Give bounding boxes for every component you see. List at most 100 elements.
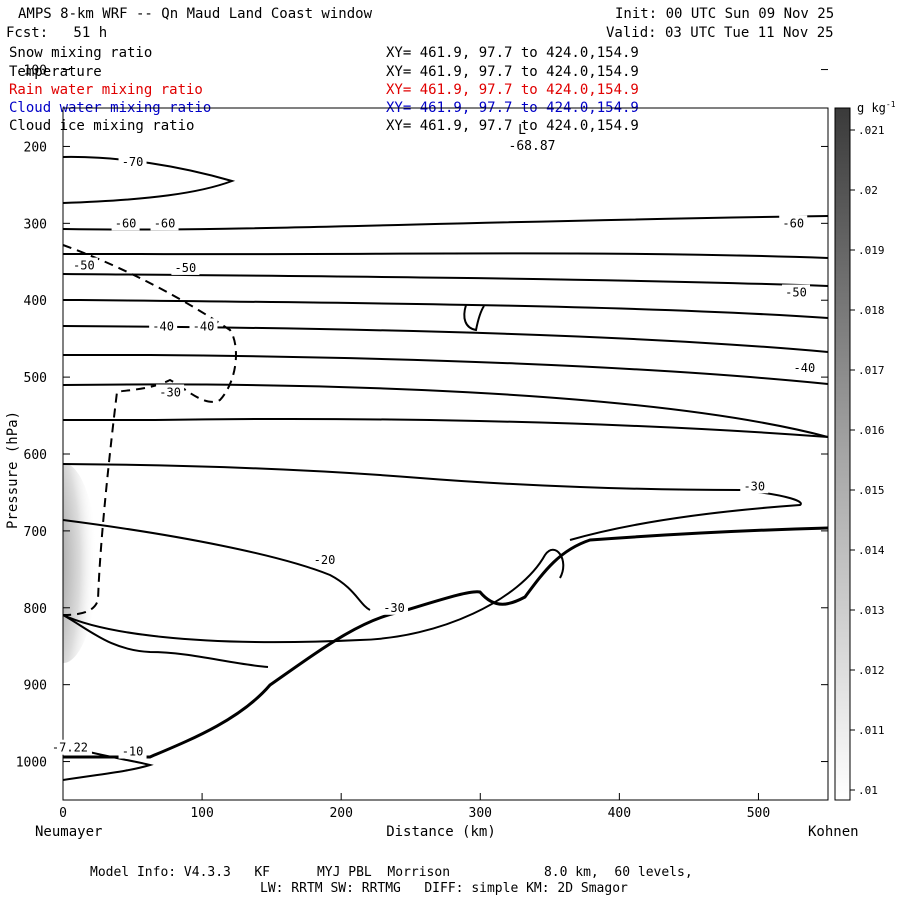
x-tick-label: 100: [190, 806, 213, 821]
contour-label-bg: [118, 743, 147, 759]
model-info-line1: Model Info: V4.3.3 KF MYJ PBL Morrison 8…: [90, 865, 693, 880]
contour-label: -60: [782, 216, 804, 230]
field-name: Snow mixing ratio: [9, 45, 153, 61]
contour-label: -40: [794, 361, 816, 375]
field-xy: XY= 461.9, 97.7 to 424.0,154.9: [386, 45, 639, 61]
field-name: Rain water mixing ratio: [9, 82, 203, 98]
x-start-station-label: Neumayer: [35, 824, 102, 840]
contour-label-bg: [790, 359, 819, 375]
low-value: -68.87: [509, 139, 556, 154]
contour-label: -30: [159, 385, 181, 399]
colorbar-label: .016: [858, 424, 885, 437]
x-end-station-label: Kohnen: [808, 824, 859, 840]
x-tick-label: 0: [59, 806, 67, 821]
contour-line: [63, 215, 828, 231]
colorbar-unit: g kg-1: [857, 100, 896, 115]
colorbar-label: .019: [858, 244, 885, 257]
x-axis-ticks: 0 100 200 300 400 500: [59, 793, 770, 821]
contour-label-bg: [156, 384, 185, 400]
colorbar-ticks: .021 .02 .019 .018 .017 .016 .015 .014 .013 .012.…: [850, 124, 885, 797]
contour-label-bg: [782, 284, 811, 300]
x-tick-label: 200: [329, 806, 352, 821]
colorbar-label: .021: [858, 124, 885, 137]
contour-label: -50: [73, 259, 95, 273]
field-xy: XY= 461.9, 97.7 to 424.0,154.9: [386, 118, 639, 134]
colorbar-label: .02: [858, 184, 878, 197]
contour-line: [63, 614, 269, 668]
y-axis-label: Pressure (hPa): [5, 411, 21, 529]
colorbar-unit-base: g kg: [857, 101, 886, 115]
chart-title: AMPS 8-km WRF -- Qn Maud Land Coast wind…: [18, 6, 373, 22]
low-marker: L: [518, 123, 526, 138]
contour-label: -10: [122, 745, 144, 759]
contour-label-bg: [149, 318, 178, 334]
model-info-line2: LW: RRTM SW: RRTMG DIFF: simple KM: 2D S…: [260, 881, 628, 896]
contour-label-bg: [189, 318, 218, 334]
contour-label: -20: [314, 553, 336, 567]
snow-shading: [63, 463, 97, 663]
contour-line: [63, 252, 828, 259]
contour-label: -50: [785, 286, 807, 300]
field-name: Temperature: [9, 64, 102, 80]
contour-line: [63, 519, 371, 611]
contour-label: -7.22: [52, 741, 88, 755]
colorbar-label: .017: [858, 364, 885, 377]
contour-line: [63, 417, 828, 438]
colorbar-label: .011: [858, 724, 885, 737]
contour-label: -60: [154, 216, 176, 230]
contour-label-bg: [69, 257, 98, 273]
contour-label: -60: [115, 216, 137, 230]
contour-line: [63, 273, 828, 287]
field-xy: XY= 461.9, 97.7 to 424.0,154.9: [386, 82, 639, 98]
contour-line: [63, 354, 828, 385]
contour-label-bg: [310, 552, 339, 568]
contour-label: -30: [383, 601, 405, 615]
x-tick-label: 300: [469, 806, 492, 821]
y-axis-ticks: 100 200 300 400 500 600 700 800 900 1000: [16, 64, 828, 771]
y-tick-label: 900: [24, 679, 47, 694]
init-time: Init: 00 UTC Sun 09 Nov 25: [615, 6, 835, 22]
temperature-contours: [63, 155, 828, 781]
y-tick-label: 400: [24, 294, 47, 309]
y-tick-label: 800: [24, 602, 47, 617]
terrain-surface: [63, 526, 828, 759]
colorbar-label: .014: [858, 544, 885, 557]
y-tick-label: 600: [24, 448, 47, 463]
contour-label-bg: [47, 739, 92, 755]
y-tick-label: 100: [24, 64, 47, 79]
y-tick-label: 200: [24, 140, 47, 155]
contour-line: [63, 325, 828, 353]
contour-line: [63, 463, 802, 541]
contour-label-bg: [380, 599, 409, 615]
contour-line: [63, 299, 828, 319]
colorbar: .021 .02 .019 .018 .017 .016 .015 .014 .013 .012.…: [834, 100, 896, 801]
x-tick-label: 500: [747, 806, 770, 821]
x-axis-label: Distance (km): [386, 824, 496, 840]
contour-label-bg: [740, 478, 769, 494]
colorbar-label: .013: [858, 604, 885, 617]
colorbar-label: .01: [858, 784, 878, 797]
y-tick-label: 300: [24, 217, 47, 232]
forecast-hour: Fcst: 51 h: [6, 25, 108, 41]
contour-line: [63, 548, 565, 644]
contour-label-bg: [150, 215, 179, 231]
plot-frame: [62, 107, 829, 801]
valid-time: Valid: 03 UTC Tue 11 Nov 25: [606, 25, 834, 41]
colorbar-label: .012: [858, 664, 885, 677]
contour-label: -40: [152, 319, 174, 333]
contour-line: [63, 155, 236, 204]
contour-label-bg: [171, 259, 200, 275]
contour-label-bg: [779, 215, 808, 231]
colorbar-unit-exp: -1: [886, 100, 896, 109]
contour-label: -40: [193, 319, 215, 333]
contour-line: [463, 304, 485, 332]
y-tick-label: 1000: [16, 756, 47, 771]
x-tick-label: 400: [608, 806, 631, 821]
temperature-labels: -70 -60 -60 -60 -50 -50 -50 -40 -40 -40 -30 -30 -30 -…: [47, 153, 819, 759]
cloud-ice-dashed-contour: [63, 244, 237, 616]
contour-label-bg: [111, 215, 140, 231]
y-tick-label: 500: [24, 371, 47, 386]
contour-label: -50: [175, 261, 197, 275]
contour-label: -30: [743, 479, 765, 493]
